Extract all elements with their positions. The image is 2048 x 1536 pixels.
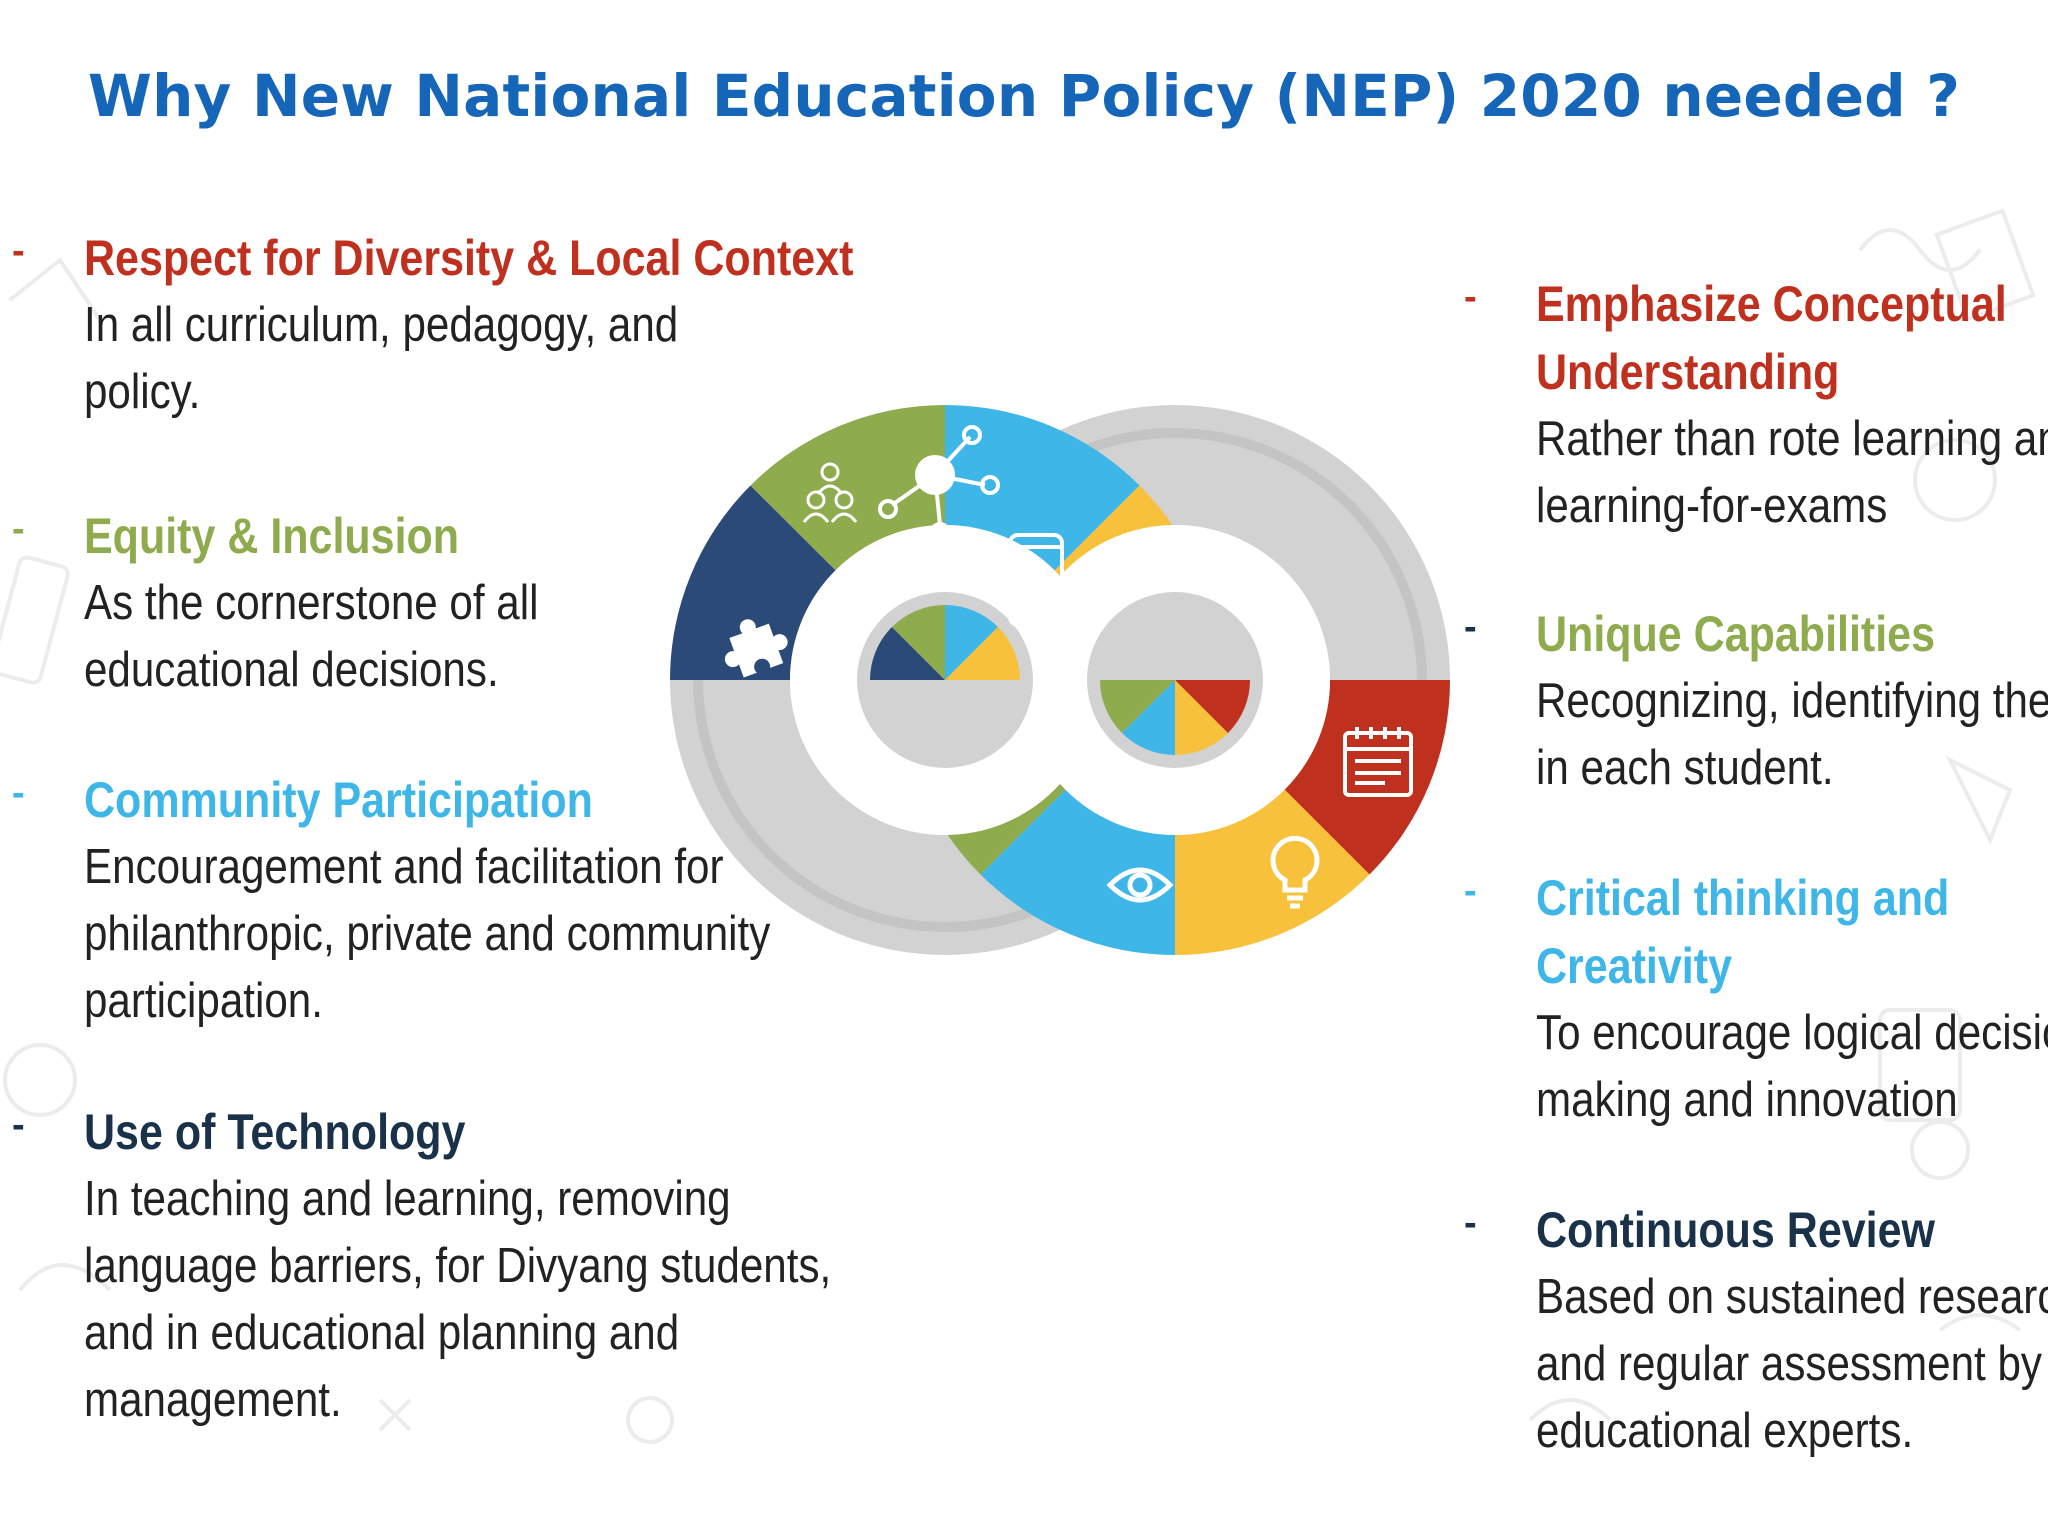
inner-pie-green — [892, 605, 945, 680]
point-desc-line: participation. — [84, 974, 323, 1028]
dash-marker: - — [12, 508, 25, 550]
ring-segment-navy — [670, 485, 836, 680]
point-desc-line: management. — [84, 1373, 342, 1427]
point-desc-line: As the cornerstone of all — [84, 576, 539, 630]
point-desc-line: educational decisions. — [84, 643, 499, 697]
lightbulb-icon — [1270, 835, 1320, 909]
ring-segment-green — [750, 404, 945, 571]
network-icon — [878, 425, 1000, 542]
point-desc-line: policy. — [84, 365, 201, 419]
point-heading: Community Participation — [84, 772, 593, 828]
people-icon — [802, 462, 858, 523]
point-desc-line: In teaching and learning, removing — [84, 1172, 731, 1226]
dash-marker: - — [12, 772, 25, 814]
point-heading: Creativity — [1536, 938, 1732, 994]
smartphone-icon — [1008, 533, 1064, 627]
point-community: - Community Participation Encouragement … — [12, 766, 882, 1035]
inner-pie-yellow — [945, 627, 1020, 680]
point-critical-thinking: - Critical thinking and Creativity To en… — [1464, 864, 2048, 1134]
inner-pie-navy — [870, 627, 945, 680]
point-desc-line: and regular assessment by — [1536, 1337, 2042, 1391]
point-desc-line: educational experts. — [1536, 1404, 1914, 1458]
point-technology: - Use of Technology In teaching and lear… — [12, 1098, 953, 1434]
dash-marker: - — [1464, 870, 1477, 912]
point-desc-line: Encouragement and facilitation for — [84, 840, 724, 894]
puzzle-icon — [724, 619, 788, 678]
point-heading: Continuous Review — [1536, 1202, 1935, 1258]
point-desc-line: Rather than rote learning and — [1536, 412, 2048, 466]
point-heading: Equity & Inclusion — [84, 508, 460, 564]
inner-pie-yellow — [1175, 680, 1228, 755]
point-heading: Critical thinking and — [1536, 870, 1950, 926]
pencil-icon — [1033, 708, 1125, 799]
page-title: Why New National Education Policy (NEP) … — [87, 62, 1961, 130]
infinity-diagram — [670, 404, 1450, 955]
dash-marker: - — [12, 1104, 25, 1146]
point-desc-line: learning-for-exams — [1536, 479, 1888, 533]
point-continuous-review: - Continuous Review Based on sustained r… — [1464, 1196, 2048, 1465]
ring-segment-red — [1284, 680, 1450, 875]
point-conceptual: - Emphasize Conceptual Understanding Rat… — [1464, 270, 2048, 540]
inner-pie-green — [1100, 680, 1175, 733]
point-diversity: - Respect for Diversity & Local Context … — [12, 224, 979, 426]
dash-marker: - — [1464, 606, 1477, 648]
point-desc-line: making and innovation — [1536, 1073, 1958, 1127]
point-desc-line: language barriers, for Divyang students, — [84, 1239, 832, 1293]
dash-marker: - — [12, 230, 25, 272]
point-desc-line: To encourage logical decision- — [1536, 1006, 2048, 1060]
point-desc-line: in each student. — [1536, 741, 1834, 795]
ring-segment-sky — [980, 789, 1175, 955]
calendar-icon — [1343, 727, 1413, 797]
dash-marker: - — [1464, 276, 1477, 318]
point-desc-line: In all curriculum, pedagogy, and — [84, 298, 679, 352]
point-desc-line: philanthropic, private and community — [84, 907, 771, 961]
point-unique: - Unique Capabilities Recognizing, ident… — [1464, 600, 2048, 802]
point-equity: - Equity & Inclusion As the cornerstone … — [12, 502, 612, 704]
dash-marker: - — [1464, 1202, 1477, 1244]
point-heading: Use of Technology — [84, 1104, 466, 1160]
eye-icon — [1106, 867, 1174, 903]
point-heading: Understanding — [1536, 344, 1840, 400]
point-desc-line: Based on sustained research — [1536, 1270, 2048, 1324]
point-desc-line: and in educational planning and — [84, 1306, 680, 1360]
ring-segment-yellow — [1175, 789, 1370, 955]
point-heading: Emphasize Conceptual — [1536, 276, 2007, 332]
point-desc-line: Recognizing, identifying them — [1536, 674, 2048, 728]
inner-pie-red — [1175, 680, 1250, 733]
ring-segment-sky — [945, 405, 1140, 571]
inner-pie-sky — [1122, 680, 1175, 755]
point-heading: Unique Capabilities — [1536, 606, 1936, 662]
inner-pie-sky — [945, 605, 998, 680]
point-heading: Respect for Diversity & Local Context — [84, 230, 854, 286]
